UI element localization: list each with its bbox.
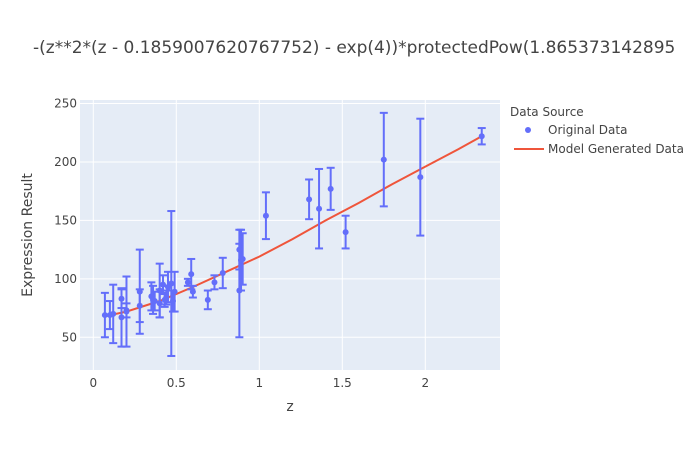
data-point[interactable] (101, 312, 108, 319)
data-point[interactable] (123, 307, 130, 314)
data-point[interactable] (211, 279, 218, 286)
data-point[interactable] (171, 288, 178, 295)
data-point[interactable] (184, 279, 191, 286)
legend-marker-original (525, 127, 531, 133)
x-tick-label: 2 (421, 376, 429, 390)
data-point[interactable] (163, 294, 170, 301)
legend-label-model: Model Generated Data (548, 142, 684, 156)
data-point[interactable] (156, 287, 163, 294)
data-point[interactable] (306, 196, 313, 203)
legend-item-original[interactable]: Original Data (525, 123, 627, 137)
data-point[interactable] (156, 300, 163, 307)
legend-item-model[interactable]: Model Generated Data (514, 142, 684, 156)
data-point[interactable] (262, 212, 269, 219)
chart-title: -(z**2*(z - 0.1859007620767752) - exp(4)… (33, 38, 675, 58)
data-point[interactable] (316, 205, 323, 212)
y-tick-label: 50 (62, 330, 77, 344)
plot-area (80, 100, 500, 370)
data-points (101, 133, 485, 321)
y-tick-label: 250 (54, 97, 77, 111)
data-point[interactable] (118, 295, 125, 302)
data-point[interactable] (151, 298, 158, 305)
data-point[interactable] (160, 281, 167, 288)
x-tick-label: 1.5 (333, 376, 352, 390)
x-tick-label: 1 (255, 376, 263, 390)
data-point[interactable] (239, 255, 246, 262)
y-tick-label: 200 (54, 155, 77, 169)
data-point[interactable] (188, 271, 195, 278)
legend: Data Source Original Data Model Generate… (510, 105, 684, 156)
x-axis-title: z (286, 399, 293, 415)
legend-label-original: Original Data (548, 123, 627, 137)
data-point[interactable] (110, 310, 117, 317)
data-point[interactable] (342, 229, 349, 236)
x-tick-label: 0 (89, 376, 97, 390)
legend-title: Data Source (510, 105, 584, 119)
data-point[interactable] (478, 133, 485, 140)
y-tick-label: 150 (54, 213, 77, 227)
y-axis-title: Expression Result (20, 173, 36, 297)
data-point[interactable] (219, 269, 226, 276)
data-point[interactable] (136, 302, 143, 309)
grid (80, 100, 500, 370)
data-point[interactable] (168, 280, 175, 287)
x-tick-label: 0.5 (167, 376, 186, 390)
y-axis-ticks: 50 100 150 200 250 (54, 97, 77, 345)
data-point[interactable] (118, 314, 125, 321)
data-point[interactable] (204, 296, 211, 303)
data-point[interactable] (327, 185, 334, 192)
x-axis-ticks: 0 0.5 1 1.5 2 (89, 376, 429, 390)
data-point[interactable] (169, 298, 176, 305)
data-point[interactable] (417, 174, 424, 181)
data-point[interactable] (189, 288, 196, 295)
y-tick-label: 100 (54, 272, 77, 286)
data-point[interactable] (236, 287, 243, 294)
data-point[interactable] (380, 156, 387, 163)
data-point[interactable] (236, 246, 243, 253)
data-point[interactable] (136, 288, 143, 295)
